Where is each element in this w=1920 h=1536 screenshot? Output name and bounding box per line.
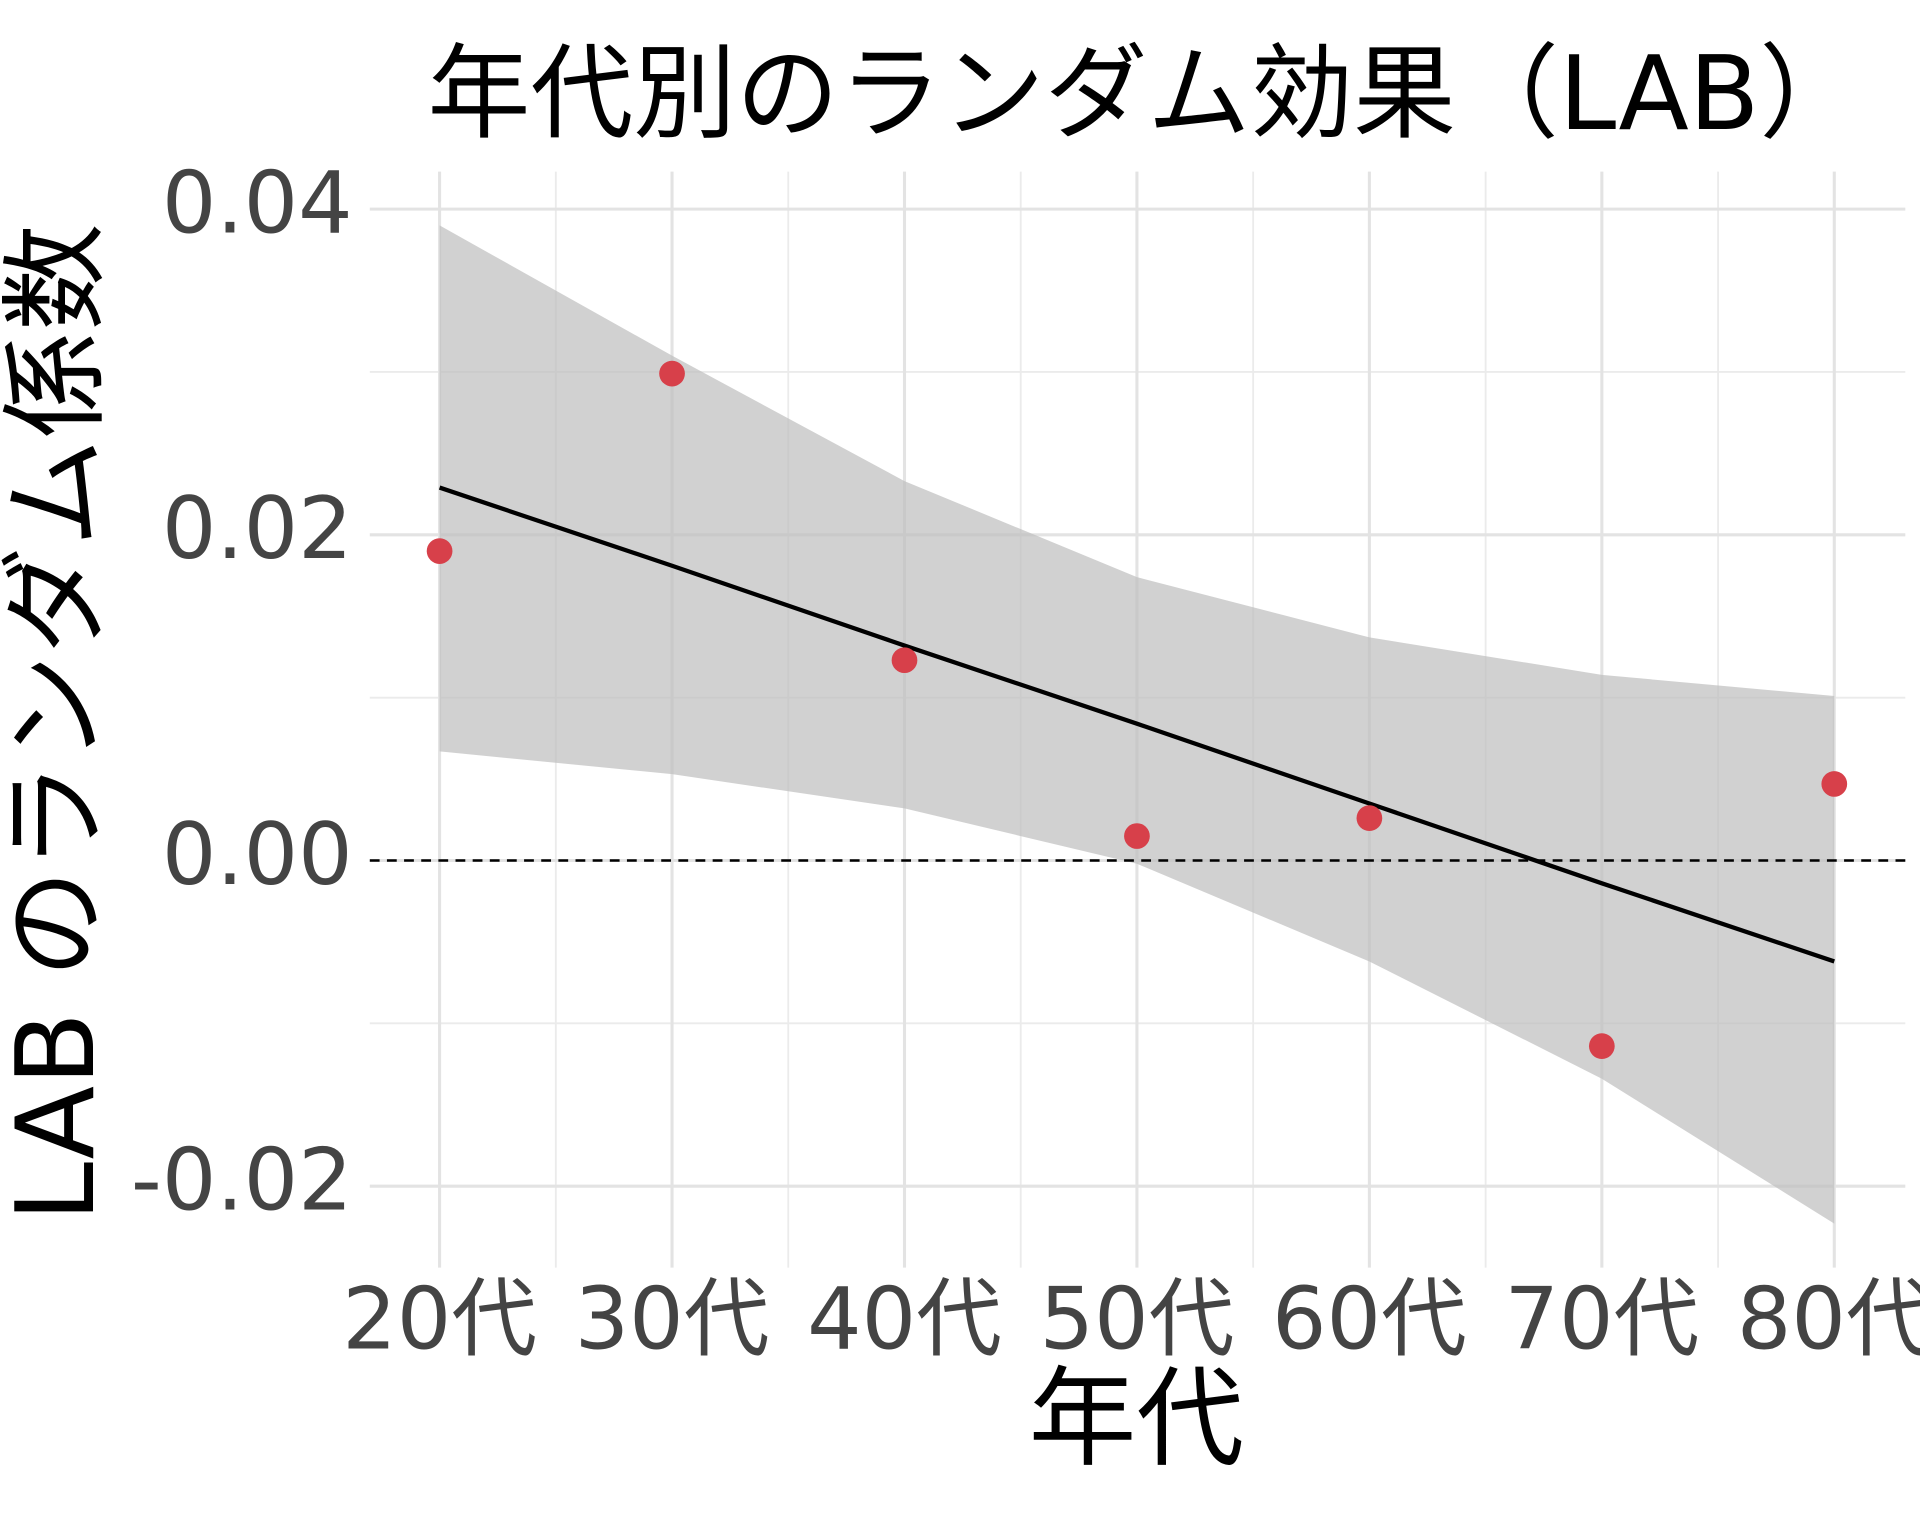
point [1124, 823, 1150, 849]
fit-line [438, 485, 1835, 964]
point [1588, 1033, 1615, 1059]
point [426, 538, 453, 564]
y-tick-label: 0.00 [162, 805, 353, 905]
x-tick-label: 60代 [1272, 1270, 1467, 1370]
y-tick-label: 0.04 [162, 154, 353, 254]
chart-title: 年代別のランダム効果（LAB） [428, 35, 1863, 154]
y-tick-label: -0.02 [131, 1131, 353, 1231]
x-axis-title: 年代 [1029, 1357, 1245, 1482]
x-tick-label: 20代 [342, 1270, 537, 1370]
x-tick-label: 40代 [807, 1270, 1002, 1370]
x-tick-label: 30代 [575, 1270, 770, 1370]
point [1356, 805, 1383, 832]
x-tick-label: 50代 [1040, 1270, 1235, 1370]
x-tick-label: 70代 [1504, 1270, 1699, 1370]
point [1821, 771, 1848, 797]
y-axis-title: LAB のランダム係数 [0, 223, 119, 1222]
y-tick-label: 0.02 [162, 479, 353, 579]
point [891, 647, 918, 674]
point [659, 360, 685, 387]
x-tick-label: 80代 [1737, 1270, 1920, 1370]
